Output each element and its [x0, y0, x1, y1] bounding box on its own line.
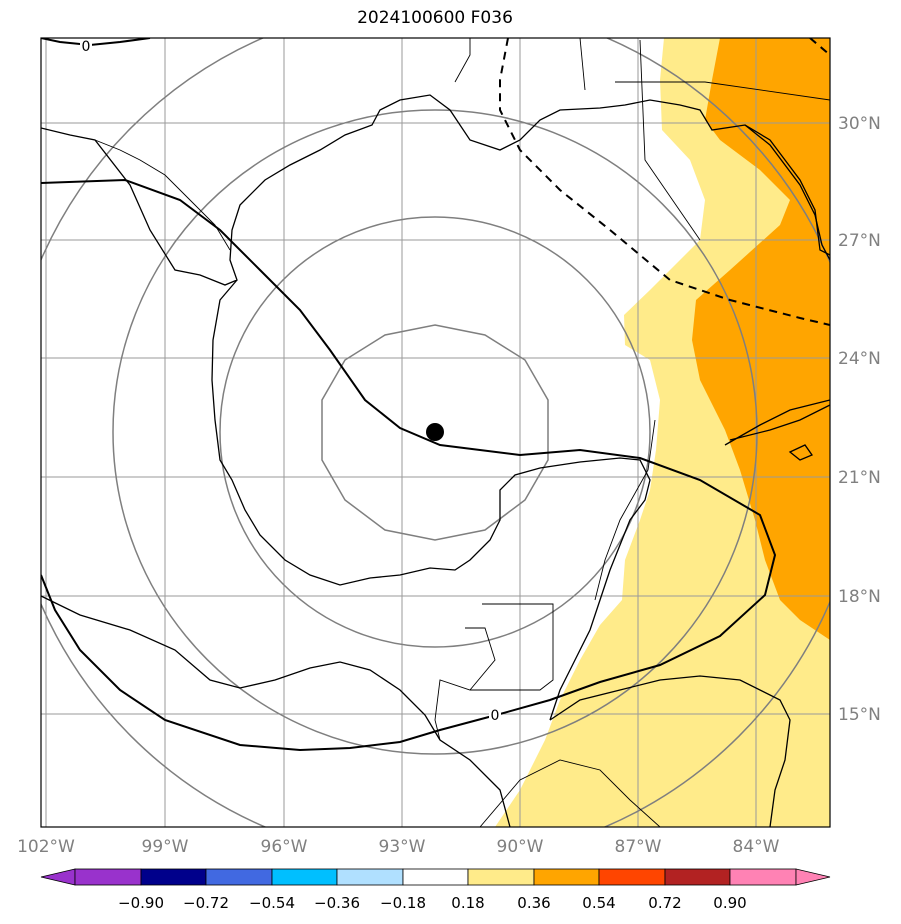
colorbar-ticks: −0.90 −0.72 −0.54 −0.36 −0.18 0.18 0.36 … [118, 894, 747, 912]
range-ring-inner [321, 324, 549, 541]
colorbar [40, 868, 831, 886]
border-state-3 [615, 81, 830, 101]
lat-label: 21°N [838, 468, 881, 488]
gulf-coast-north [41, 94, 830, 286]
colorbar-bin [402, 868, 469, 886]
latitude-labels: 30°N 27°N 24°N 21°N 18°N 15°N [838, 114, 881, 725]
range-rings [41, 38, 830, 827]
storm-center-marker [426, 423, 444, 441]
lon-label: 90°W [497, 837, 544, 857]
border-state-2 [579, 38, 586, 91]
colorbar-bin [74, 868, 142, 886]
lat-label: 30°N [838, 114, 881, 134]
colorbar-bin [140, 868, 207, 886]
florida-coast [744, 124, 830, 261]
colorbar-tick-label: 0.36 [517, 894, 550, 912]
coastlines [41, 94, 830, 827]
colorbar-bin [271, 868, 338, 886]
central-america-coast [549, 675, 791, 827]
range-ring-3 [112, 109, 758, 755]
contour-label-bottom: 0 [491, 708, 500, 724]
colorbar-bin [533, 868, 600, 886]
mexico-gulf-coast [211, 279, 651, 721]
border-yucatan [594, 419, 656, 601]
political-borders [94, 38, 830, 827]
border-state-4 [639, 39, 701, 241]
contour-solid-topleft [41, 38, 151, 47]
lat-label: 15°N [838, 705, 881, 725]
longitude-labels: 102°W 99°W 96°W 93°W 90°W 87°W 84°W [17, 837, 780, 857]
colorbar-tick-label: 0.18 [451, 894, 484, 912]
border-honduras [479, 759, 661, 827]
colorbar-tick-label: 0.90 [713, 894, 746, 912]
contour-label-group: 0 0 [80, 38, 501, 724]
border-us-mexico [94, 139, 231, 251]
cuba-coast [724, 399, 830, 446]
lat-label: 24°N [838, 349, 881, 369]
colorbar-extend-low [40, 868, 76, 886]
contour-dashed-corner [809, 38, 830, 56]
colorbar-tick-label: 0.72 [648, 894, 681, 912]
lon-label: 93°W [379, 837, 426, 857]
colorbar-tick-label: −0.90 [118, 894, 164, 912]
lon-label: 84°W [733, 837, 780, 857]
lon-label: 102°W [17, 837, 75, 857]
colorbar-tick-label: −0.36 [314, 894, 360, 912]
border-state-1 [454, 38, 471, 83]
lon-label: 99°W [142, 837, 189, 857]
colorbar-bin [205, 868, 273, 886]
contour-dashed-northeast [499, 38, 830, 326]
border-belize [465, 627, 496, 691]
range-ring-2 [219, 216, 651, 648]
lon-label: 87°W [615, 837, 662, 857]
colorbar-bin [598, 868, 666, 886]
pacific-coast [41, 595, 511, 827]
map-title: 2024100600 F036 [357, 8, 513, 28]
colorbar-tick-label: −0.18 [380, 894, 426, 912]
colorbar-tick-label: −0.54 [249, 894, 295, 912]
isle-of-youth [788, 444, 813, 461]
contour-label-top: 0 [82, 39, 91, 55]
colorbar-extend-high [795, 868, 831, 886]
lat-label: 27°N [838, 231, 881, 251]
map-frame [40, 37, 831, 828]
colorbar-bin [467, 868, 535, 886]
colorbar-bin [664, 868, 731, 886]
lat-lon-grid [41, 38, 830, 827]
border-guatemala [434, 603, 554, 741]
field-orange-region [692, 38, 830, 640]
cuba-coast-south [729, 404, 830, 441]
contour-solid-main [41, 178, 777, 752]
colorbar-tick-label: −0.72 [183, 894, 229, 912]
colorbar-bin [336, 868, 404, 886]
colorbar-tick-label: 0.54 [582, 894, 615, 912]
field-yellow-region [495, 38, 830, 827]
colorbar-bin [729, 868, 797, 886]
lat-label: 18°N [838, 587, 881, 607]
lon-label: 96°W [261, 837, 308, 857]
